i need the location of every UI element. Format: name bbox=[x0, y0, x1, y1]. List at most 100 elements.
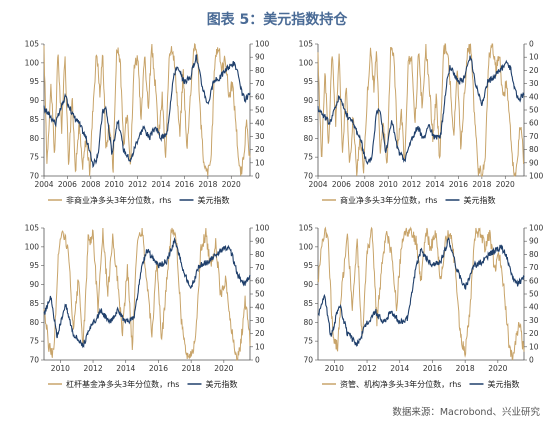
x-tick-label: 2016 bbox=[175, 180, 194, 189]
y-tick-label: 80 bbox=[303, 134, 313, 143]
x-tick-label: 2006 bbox=[332, 180, 351, 189]
x-tick-label: 2004 bbox=[308, 180, 327, 189]
x-tick-label: 2020 bbox=[496, 180, 515, 189]
y2-tick-label: 90 bbox=[255, 53, 265, 62]
usd-index-line bbox=[43, 236, 251, 349]
y2-tick-label: 0 bbox=[529, 356, 534, 365]
x-tick-label: 2018 bbox=[472, 180, 491, 189]
usd-index-line bbox=[43, 54, 251, 169]
x-tick-label: 2016 bbox=[149, 364, 168, 373]
y-tick-label: 85 bbox=[29, 115, 39, 124]
y2-tick-label: 60 bbox=[255, 276, 265, 285]
y-tick-label: 90 bbox=[303, 96, 313, 105]
y2-tick-label: 40 bbox=[529, 303, 539, 312]
chart-panel-2: 70 75 80 85 90 95 100 105 0 10 20 30 40 50 60 70 80 90 100… bbox=[299, 40, 544, 206]
net-position-percentile-line bbox=[43, 227, 251, 361]
y-tick-label: 105 bbox=[299, 224, 314, 233]
y2-tick-label: 80 bbox=[255, 250, 265, 259]
x-tick-label: 2012 bbox=[128, 180, 147, 189]
y2-tick-label: 100 bbox=[255, 224, 270, 233]
x-tick-label: 2010 bbox=[379, 180, 398, 189]
net-position-percentile-line bbox=[317, 43, 525, 177]
y2-tick-label: 70 bbox=[529, 132, 539, 141]
legend-label-usd: 美元指数 bbox=[197, 195, 229, 205]
x-tick-label: 2016 bbox=[423, 364, 442, 373]
x-tick-label: 2012 bbox=[84, 364, 103, 373]
chart-panel-3: 70 75 80 85 90 95 100 105 0 10 20 30 40 50 60 70 80 90 100… bbox=[25, 224, 270, 390]
y2-tick-label: 60 bbox=[255, 92, 265, 101]
legend-label-net: 商业净多头3年分位数，rhs bbox=[340, 195, 437, 205]
y-tick-label: 85 bbox=[303, 299, 313, 308]
y-tick-label: 105 bbox=[299, 40, 314, 49]
y-tick-label: 70 bbox=[29, 356, 39, 365]
y2-tick-label: 90 bbox=[529, 237, 539, 246]
y2-tick-label: 40 bbox=[255, 119, 265, 128]
y2-tick-label: 0 bbox=[255, 356, 260, 365]
y-tick-label: 100 bbox=[299, 58, 314, 67]
y-tick-label: 70 bbox=[303, 172, 313, 181]
y-tick-label: 105 bbox=[25, 40, 40, 49]
y-tick-label: 90 bbox=[29, 96, 39, 105]
y2-tick-label: 40 bbox=[529, 92, 539, 101]
source-note: 数据来源：Macrobond、兴业研究 bbox=[392, 407, 540, 418]
y-tick-label: 75 bbox=[303, 337, 313, 346]
x-tick-label: 2020 bbox=[222, 180, 241, 189]
y2-tick-label: 30 bbox=[529, 79, 539, 88]
y-tick-label: 75 bbox=[303, 153, 313, 162]
y2-tick-label: 10 bbox=[529, 342, 539, 351]
y-tick-label: 100 bbox=[25, 242, 40, 251]
x-tick-label: 2018 bbox=[456, 364, 475, 373]
chart-panel-4: 70 75 80 85 90 95 100 105 0 10 20 30 40 50 60 70 80 90 100… bbox=[299, 224, 544, 390]
page-title: 图表 5：美元指数持仓 bbox=[206, 12, 348, 28]
y-tick-label: 95 bbox=[303, 261, 313, 270]
x-tick-label: 2010 bbox=[51, 364, 70, 373]
x-tick-label: 2014 bbox=[390, 364, 409, 373]
y-tick-label: 70 bbox=[303, 356, 313, 365]
x-tick-label: 2012 bbox=[358, 364, 377, 373]
x-tick-label: 2004 bbox=[34, 180, 53, 189]
y2-tick-label: 50 bbox=[529, 106, 539, 115]
usd-index-line bbox=[317, 237, 525, 347]
y2-tick-label: 20 bbox=[255, 145, 265, 154]
x-tick-label: 2018 bbox=[198, 180, 217, 189]
x-tick-label: 2014 bbox=[116, 364, 135, 373]
y-tick-label: 95 bbox=[29, 77, 39, 86]
y2-tick-label: 50 bbox=[255, 106, 265, 115]
y-tick-label: 70 bbox=[29, 172, 39, 181]
x-tick-label: 2016 bbox=[449, 180, 468, 189]
y2-tick-label: 70 bbox=[529, 263, 539, 272]
y2-tick-label: 70 bbox=[255, 263, 265, 272]
y2-tick-label: 30 bbox=[255, 132, 265, 141]
x-tick-label: 2008 bbox=[355, 180, 374, 189]
y2-tick-label: 20 bbox=[529, 329, 539, 338]
y2-tick-label: 60 bbox=[529, 276, 539, 285]
y2-tick-label: 10 bbox=[529, 53, 539, 62]
y2-tick-label: 50 bbox=[529, 290, 539, 299]
x-tick-label: 2010 bbox=[325, 364, 344, 373]
usd-index-line bbox=[317, 55, 525, 166]
y2-tick-label: 60 bbox=[529, 119, 539, 128]
y-tick-label: 105 bbox=[25, 224, 40, 233]
y-tick-label: 90 bbox=[29, 280, 39, 289]
y-tick-label: 100 bbox=[25, 58, 40, 67]
y-tick-label: 75 bbox=[29, 337, 39, 346]
net-position-percentile-line bbox=[43, 43, 251, 177]
y-tick-label: 75 bbox=[29, 153, 39, 162]
y2-tick-label: 90 bbox=[255, 237, 265, 246]
y2-tick-label: 10 bbox=[255, 342, 265, 351]
y2-tick-label: 70 bbox=[255, 79, 265, 88]
y2-tick-label: 0 bbox=[255, 172, 260, 181]
legend-label-usd: 美元指数 bbox=[463, 195, 495, 205]
x-tick-label: 2014 bbox=[425, 180, 444, 189]
x-tick-label: 2006 bbox=[58, 180, 77, 189]
y2-tick-label: 30 bbox=[529, 316, 539, 325]
y-tick-label: 80 bbox=[29, 134, 39, 143]
legend-label-usd: 美元指数 bbox=[205, 379, 237, 389]
y2-tick-label: 20 bbox=[255, 329, 265, 338]
y2-tick-label: 20 bbox=[529, 66, 539, 75]
y-tick-label: 80 bbox=[303, 318, 313, 327]
y2-tick-label: 90 bbox=[529, 158, 539, 167]
y2-tick-label: 80 bbox=[529, 145, 539, 154]
y-tick-label: 90 bbox=[303, 280, 313, 289]
x-tick-label: 2012 bbox=[402, 180, 421, 189]
